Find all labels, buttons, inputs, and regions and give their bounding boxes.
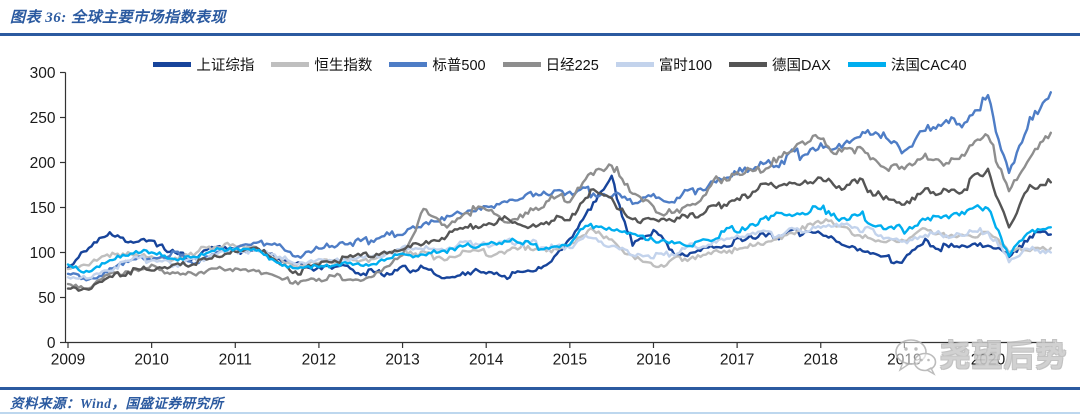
y-axis-label: 300 (30, 65, 56, 82)
legend-label: 日经225 (545, 58, 599, 74)
chart-legend: 上证综指 恒生指数 标普500 日经225 富时100 德国DAX 法国CAC40 (65, 54, 1055, 75)
legend-label: 富时100 (658, 58, 713, 74)
header-divider (0, 33, 1080, 36)
x-axis-label: 2010 (134, 352, 169, 369)
series-line-日经225 (66, 131, 1052, 290)
legend-label: 标普500 (432, 58, 486, 74)
footer-divider (0, 387, 1080, 390)
x-axis-label: 2013 (385, 352, 419, 369)
x-axis-label: 2015 (553, 352, 587, 369)
legend-label: 德国DAX (772, 58, 831, 74)
y-axis-label: 150 (30, 200, 56, 217)
legend-item-上证综指: 上证综指 (153, 54, 254, 75)
legend-item-法国CAC40: 法国CAC40 (847, 54, 967, 75)
legend-swatch (502, 62, 541, 67)
legend-label: 上证综指 (196, 58, 255, 74)
x-axis-label: 2018 (804, 352, 838, 369)
legend-label: 恒生指数 (314, 58, 373, 74)
legend-swatch (847, 62, 886, 67)
legend-item-德国DAX: 德国DAX (729, 54, 831, 75)
x-axis-label: 2011 (219, 352, 252, 369)
x-axis-label: 2009 (51, 352, 85, 369)
bottom-border (0, 412, 1080, 414)
legend-label: 法国CAC40 (890, 58, 967, 74)
legend-swatch (153, 62, 192, 67)
series-line-恒生指数 (66, 218, 1052, 271)
chart-title: 图表 36: 全球主要市场指数表现 (10, 10, 226, 26)
y-axis-label: 200 (30, 155, 56, 172)
x-axis-label: 2012 (302, 352, 336, 369)
x-axis-label: 2020 (971, 352, 1006, 369)
source-note: 资料来源：Wind，国盛证券研究所 (10, 396, 224, 411)
series-line-法国CAC40 (66, 204, 1052, 274)
y-axis-label: 0 (47, 335, 56, 352)
legend-item-标普500: 标普500 (389, 54, 486, 75)
y-axis-label: 50 (38, 290, 56, 307)
x-axis-label: 2014 (469, 352, 504, 369)
legend-swatch (615, 62, 654, 67)
wechat-watermark: 尧望后势 (892, 337, 1068, 377)
legend-swatch (729, 62, 768, 67)
legend-item-日经225: 日经225 (502, 54, 599, 75)
legend-swatch (389, 62, 428, 67)
x-axis-label: 2017 (720, 352, 754, 369)
legend-item-恒生指数: 恒生指数 (271, 54, 372, 75)
watermark-text: 尧望后势 (940, 340, 1068, 373)
y-axis-label: 250 (30, 110, 56, 127)
wechat-icon (895, 339, 937, 376)
legend-swatch (271, 62, 310, 67)
x-axis-label: 2016 (636, 352, 670, 369)
legend-item-富时100: 富时100 (615, 54, 713, 75)
y-axis-label: 100 (30, 245, 56, 262)
